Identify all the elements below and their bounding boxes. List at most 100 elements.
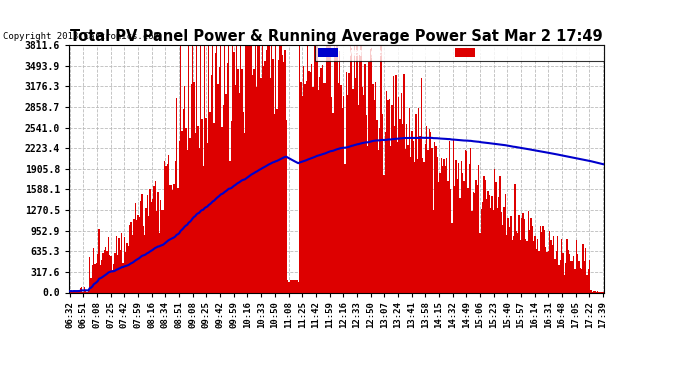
Bar xyxy=(160,201,161,292)
Bar xyxy=(508,217,509,292)
Bar xyxy=(88,290,89,292)
Bar xyxy=(564,275,565,292)
Bar xyxy=(288,282,290,292)
Bar xyxy=(304,84,306,292)
Bar xyxy=(227,63,228,292)
Bar xyxy=(287,280,288,292)
Bar xyxy=(465,150,466,292)
Bar xyxy=(566,239,568,292)
Bar xyxy=(328,45,330,292)
Bar xyxy=(455,160,457,292)
Bar xyxy=(267,45,268,292)
Bar xyxy=(513,236,514,292)
Bar xyxy=(239,93,240,292)
Bar xyxy=(366,115,367,292)
Bar xyxy=(390,146,391,292)
Bar xyxy=(440,174,441,292)
Bar xyxy=(163,210,164,292)
Bar xyxy=(588,270,589,292)
Bar xyxy=(586,275,588,292)
Bar xyxy=(180,45,181,292)
Bar xyxy=(457,179,458,292)
Title: Total PV Panel Power & Running Average Power Sat Mar 2 17:49: Total PV Panel Power & Running Average P… xyxy=(70,29,602,44)
Bar xyxy=(236,45,237,292)
Bar xyxy=(424,144,426,292)
Bar xyxy=(339,51,340,292)
Bar xyxy=(485,180,486,292)
Bar xyxy=(93,248,95,292)
Bar xyxy=(179,141,180,292)
Bar xyxy=(428,129,430,292)
Bar xyxy=(481,209,482,292)
Bar xyxy=(140,201,141,292)
Bar xyxy=(554,259,555,292)
Bar xyxy=(502,225,504,292)
Bar xyxy=(448,141,450,292)
Bar xyxy=(520,240,521,292)
Bar xyxy=(562,253,564,292)
Bar xyxy=(121,233,123,292)
Bar xyxy=(589,260,591,292)
Bar xyxy=(569,254,571,292)
Bar xyxy=(421,78,422,292)
Bar xyxy=(431,148,433,292)
Bar xyxy=(95,264,96,292)
Bar xyxy=(200,45,201,292)
Bar xyxy=(584,261,585,292)
Bar xyxy=(108,237,109,292)
Bar xyxy=(528,211,529,292)
Bar xyxy=(498,196,500,292)
Bar xyxy=(331,97,333,292)
Bar xyxy=(344,164,346,292)
Bar xyxy=(252,75,253,292)
Bar xyxy=(515,231,517,292)
Bar xyxy=(362,87,363,292)
Bar xyxy=(544,231,545,292)
Bar xyxy=(104,250,105,292)
Bar xyxy=(578,261,580,292)
Bar xyxy=(240,45,241,292)
Bar xyxy=(212,45,213,292)
Bar xyxy=(408,108,410,292)
Bar xyxy=(461,161,462,292)
Bar xyxy=(294,280,295,292)
Bar xyxy=(324,83,326,292)
Bar xyxy=(172,190,173,292)
Bar xyxy=(152,199,153,292)
Bar xyxy=(204,45,206,292)
Bar xyxy=(273,114,275,292)
Bar xyxy=(524,219,525,292)
Bar xyxy=(443,159,444,292)
Bar xyxy=(251,45,252,292)
Bar xyxy=(330,45,331,292)
Bar xyxy=(380,46,382,292)
Bar xyxy=(283,62,284,292)
Legend: Average  (DC Watts), PV Panels  (DC Watts): Average (DC Watts), PV Panels (DC Watts) xyxy=(315,45,604,61)
Bar xyxy=(397,142,398,292)
Bar xyxy=(504,207,505,292)
Bar xyxy=(501,212,502,292)
Bar xyxy=(276,109,277,292)
Bar xyxy=(244,132,246,292)
Bar xyxy=(146,195,148,292)
Bar xyxy=(580,268,581,292)
Bar xyxy=(404,148,406,292)
Bar xyxy=(526,241,528,292)
Bar xyxy=(422,158,423,292)
Bar xyxy=(500,176,501,292)
Bar xyxy=(354,45,355,292)
Bar xyxy=(148,216,149,292)
Bar xyxy=(541,232,542,292)
Bar xyxy=(161,210,163,292)
Bar xyxy=(280,45,282,292)
Bar xyxy=(573,256,574,292)
Bar xyxy=(123,263,124,292)
Bar xyxy=(471,211,473,292)
Bar xyxy=(235,86,236,292)
Bar xyxy=(137,215,139,292)
Bar xyxy=(296,280,297,292)
Bar xyxy=(585,248,586,292)
Bar xyxy=(306,81,307,292)
Bar xyxy=(521,217,522,292)
Bar xyxy=(494,169,495,292)
